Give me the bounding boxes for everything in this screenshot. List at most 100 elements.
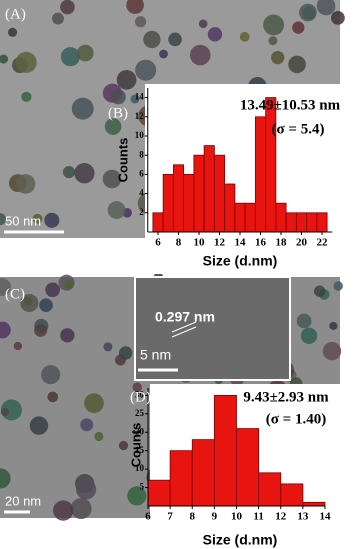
particle [118,346,133,360]
y-tick-label: 2 [139,207,144,217]
particle [198,19,208,29]
bar [244,202,256,233]
scale-bar-label: 50 nm [5,213,41,228]
scale-bar-label: 5 nm [140,347,171,363]
bar [285,212,297,233]
particle [34,323,48,337]
particle [118,440,129,451]
particle [29,416,49,435]
x-tick-label: 10 [231,511,243,523]
bar [183,173,195,233]
particle [0,468,11,489]
bar [193,154,205,233]
y-tick-label: 4 [139,188,144,198]
particle [84,393,104,413]
particle [70,498,92,520]
x-tick-label: 14 [235,237,247,249]
particle [13,341,23,351]
particle [0,278,11,296]
particle [127,486,147,506]
bar [213,154,226,233]
y-tick-label: 8 [139,149,144,159]
particle [292,21,305,34]
bar [147,479,171,507]
particle [41,365,61,385]
particle [288,55,306,74]
bar [280,483,304,507]
x-tick-label: 20 [296,237,308,249]
x-axis-label: Size (d.nm) [203,253,278,269]
particle [189,44,211,66]
x-tick-label: 11 [253,511,263,523]
particle [331,11,345,25]
particle [76,479,97,500]
x-tick-label: 8 [190,511,196,523]
inset-image [134,276,291,381]
annotation: 13.49±10.53 nm [240,97,341,113]
particle [0,54,9,64]
lattice-marker [171,326,197,338]
particle [143,30,161,49]
bar [254,116,267,233]
particle [107,201,126,220]
particle [116,69,137,90]
x-tick-label: 12 [214,237,226,249]
x-tick-label: 13 [297,511,309,523]
bar [236,428,260,507]
x-tick-label: 9 [212,511,218,523]
bar [306,212,318,233]
annotation: (σ = 5.4) [272,121,325,137]
particle [32,213,43,224]
bar [234,202,246,233]
particle [102,169,122,189]
x-tick-label: 6 [145,511,151,523]
y-tick-label: 12 [135,111,145,121]
y-tick-label: 15 [135,445,145,455]
x-tick-label: 8 [176,237,182,249]
lattice-marker [171,321,197,333]
particle [63,279,74,290]
bar [203,145,215,233]
y-axis-label: Counts [115,138,130,183]
bar [295,212,308,233]
particle [300,327,318,345]
annotation: 9.43±2.93 nm [243,389,329,405]
bar [265,97,277,233]
particle [60,47,80,67]
particle [8,27,18,37]
x-tick-label: 12 [275,511,287,523]
particle [135,59,157,81]
particle [132,382,142,392]
annotation: (σ = 1.40) [266,411,326,427]
particle [299,3,317,22]
bar [169,450,193,507]
scale-bar-label: 20 nm [5,493,41,508]
x-tick-label: 16 [255,237,267,249]
bar [162,173,174,233]
lattice-spacing: 0.297 nm [155,309,215,325]
particle [15,174,36,194]
particle [60,0,75,15]
particle [39,298,53,313]
particle [134,16,147,28]
particle [104,118,122,135]
particle [0,321,11,339]
particle [296,313,312,329]
particle [271,50,285,65]
particle [0,407,9,416]
particle [47,391,59,403]
bar [316,212,328,233]
y-tick-label: 14 [135,92,145,102]
particle [45,282,60,298]
particle [168,32,182,47]
particle [239,31,250,42]
y-axis-label: Counts [128,423,143,468]
particle [103,342,113,352]
particle [53,500,74,521]
y-tick-label: 25 [135,408,145,418]
particle [159,49,168,59]
particle [94,431,104,442]
particle [329,321,338,330]
particle [15,51,37,73]
